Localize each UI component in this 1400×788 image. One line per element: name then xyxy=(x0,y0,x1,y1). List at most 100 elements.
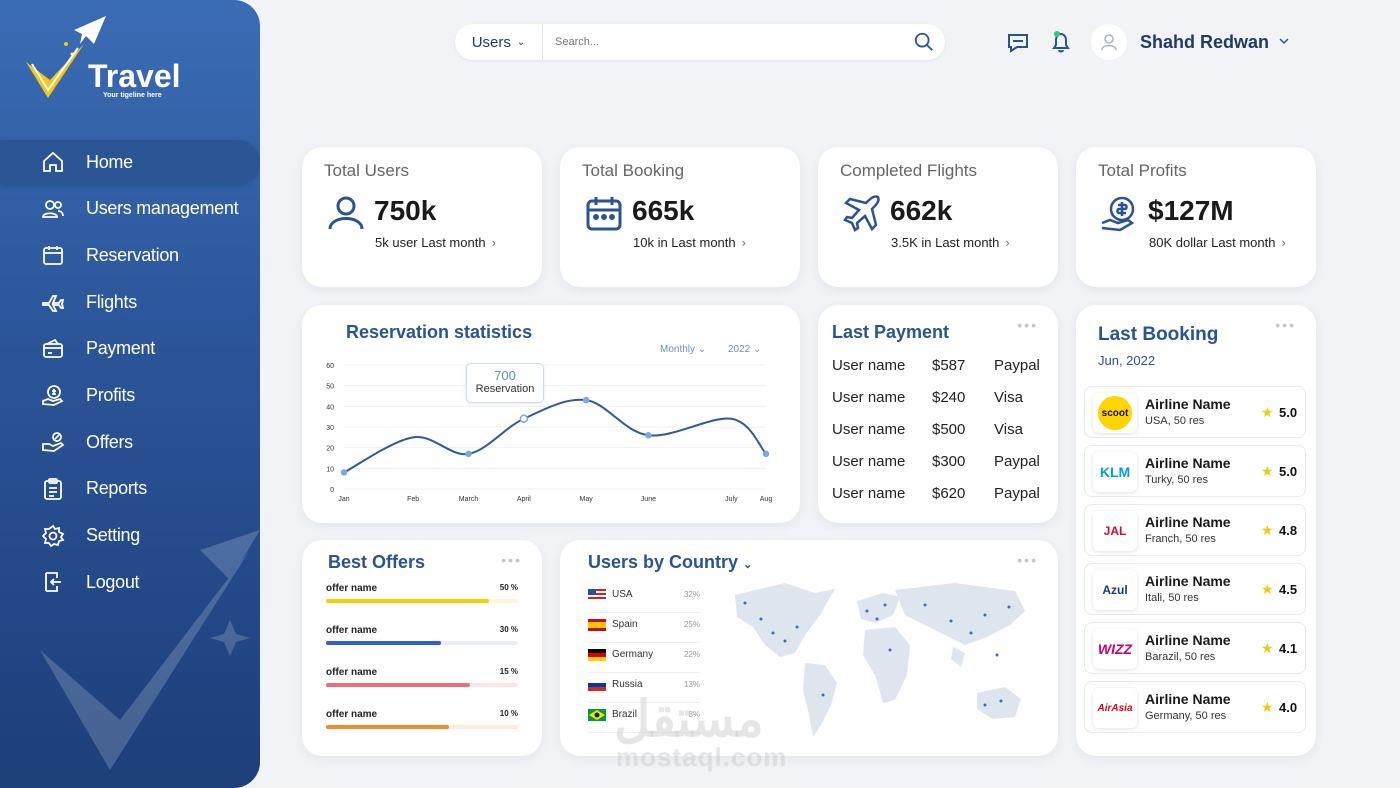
sidebar-item-flights[interactable]: Flights xyxy=(0,280,260,324)
gear-icon xyxy=(40,523,66,549)
sidebar: Travel Your tigeline here Home Users man… xyxy=(0,0,260,788)
sidebar-item-reservation[interactable]: Reservation xyxy=(0,233,260,277)
country-row[interactable]: Germany 22% xyxy=(588,643,700,673)
stat-card-completed-flights[interactable]: Completed Flights 662k 3.5K in Last mont… xyxy=(818,147,1058,287)
brand-tagline: Your tigeline here xyxy=(103,92,162,99)
offer-name: offer name xyxy=(326,667,378,678)
chevron-right-icon: › xyxy=(491,235,496,250)
payment-row[interactable]: User name $587 Paypal xyxy=(832,357,1062,377)
airline-logo-text: JAL xyxy=(1103,524,1127,538)
offer-item[interactable]: offer name 15 % xyxy=(326,667,518,707)
brand-name: Travel xyxy=(88,58,181,94)
airline-logo-text: AirAsia xyxy=(1097,702,1133,714)
stat-value: 665k xyxy=(632,195,695,226)
stat-card-total-profits[interactable]: Total Profits $127M 80K dollar Last mont… xyxy=(1076,147,1316,287)
country-flag-icon xyxy=(588,709,606,721)
last-payment-card: Last Payment ••• User name $587 Paypal Us… xyxy=(818,305,1058,523)
more-options-icon[interactable]: ••• xyxy=(501,552,522,568)
offer-progress-track xyxy=(326,683,518,687)
booking-item[interactable]: KLM Airline Name Turky, 50 res ★ 5.0 xyxy=(1084,445,1306,497)
payment-row[interactable]: User name $500 Visa xyxy=(832,421,1062,441)
x-tick-label: June xyxy=(641,496,656,503)
booking-item[interactable]: scoot Airline Name USA, 50 res ★ 5.0 xyxy=(1084,386,1306,438)
country-row[interactable]: Russia 13% xyxy=(588,673,700,703)
payment-row[interactable]: User name $620 Paypal xyxy=(832,485,1062,505)
logo-check-plane-icon xyxy=(26,16,106,98)
country-flag-icon xyxy=(588,589,606,601)
search-input[interactable] xyxy=(555,32,875,52)
chevron-down-icon[interactable] xyxy=(1277,34,1291,48)
airline-logo: KLM xyxy=(1093,452,1137,492)
reservation-statistics-card: Reservation statistics Monthly ⌄ 2022 ⌄ … xyxy=(302,305,800,523)
sidebar-item-setting[interactable]: Setting xyxy=(0,514,260,558)
logo[interactable]: Travel Your tigeline here xyxy=(22,14,222,104)
more-options-icon[interactable]: ••• xyxy=(1017,552,1038,568)
airline-name: Airline Name xyxy=(1145,573,1231,589)
sidebar-item-logout[interactable]: Logout xyxy=(0,560,260,604)
x-tick-label: Aug xyxy=(760,496,773,503)
sidebar-item-home[interactable]: Home xyxy=(0,140,260,184)
country-name: USA xyxy=(612,589,633,600)
chat-icon[interactable] xyxy=(1005,29,1031,55)
airline-logo: Azul xyxy=(1093,570,1137,610)
offer-item[interactable]: offer name 50 % xyxy=(326,583,518,623)
year-label: 2022 xyxy=(728,344,751,355)
chevron-right-icon: › xyxy=(741,235,746,250)
offer-item[interactable]: offer name 10 % xyxy=(326,709,518,749)
country-row[interactable]: USA 32% xyxy=(588,583,700,613)
series-line xyxy=(343,398,767,474)
offer-name: offer name xyxy=(326,583,378,594)
airline-logo-text: KLM xyxy=(1099,464,1131,480)
booking-item[interactable]: Azul Airline Name Itali, 50 res ★ 4.5 xyxy=(1084,563,1306,615)
country-percent: 32% xyxy=(683,590,700,599)
data-point xyxy=(645,432,652,439)
sidebar-item-offers[interactable]: Offers xyxy=(0,420,260,464)
card-title[interactable]: Users by Country ⌄ xyxy=(588,552,752,573)
booking-item[interactable]: AirAsia Airline Name Germany, 50 res ★ 4… xyxy=(1084,681,1306,733)
country-flag-icon xyxy=(588,649,606,661)
plane-icon xyxy=(40,289,66,315)
country-row[interactable]: Spain 25% xyxy=(588,613,700,643)
chevron-down-icon: ⌄ xyxy=(516,36,526,48)
search-icon[interactable] xyxy=(913,31,935,53)
sidebar-item-profits[interactable]: Profits xyxy=(0,373,260,417)
offer-progress-track xyxy=(326,641,518,645)
booking-item[interactable]: WIZZ Airline Name Barazil, 50 res ★ 4.1 xyxy=(1084,622,1306,674)
stat-subtext[interactable]: 5k user Last month › xyxy=(375,235,496,250)
airline-logo: AirAsia xyxy=(1093,688,1137,728)
payment-row[interactable]: User name $240 Visa xyxy=(832,389,1062,409)
user-name[interactable]: Shahd Redwan xyxy=(1140,32,1270,52)
year-select[interactable]: 2022 ⌄ xyxy=(728,344,761,355)
stat-subtext[interactable]: 10k in Last month › xyxy=(633,235,746,250)
sidebar-item-reports[interactable]: Reports xyxy=(0,467,260,511)
user-avatar-icon xyxy=(1101,34,1117,51)
stat-subtext[interactable]: 80K dollar Last month › xyxy=(1149,235,1286,250)
chevron-down-icon: ⌄ xyxy=(697,344,707,355)
sidebar-item-payment[interactable]: Payment xyxy=(0,327,260,371)
offers-icon xyxy=(40,429,66,455)
booking-item[interactable]: JAL Airline Name Franch, 50 res ★ 4.8 xyxy=(1084,504,1306,556)
period-select[interactable]: Monthly ⌄ xyxy=(660,344,706,355)
y-tick-label: 30 xyxy=(326,425,334,432)
offer-item[interactable]: offer name 30 % xyxy=(326,625,518,665)
home-icon xyxy=(40,149,66,175)
stat-card-total-booking[interactable]: Total Booking 665k 10k in Last month › xyxy=(560,147,800,287)
profits-icon xyxy=(40,382,66,408)
more-options-icon[interactable]: ••• xyxy=(1275,317,1296,333)
more-options-icon[interactable]: ••• xyxy=(1017,317,1038,333)
stat-card-total-users[interactable]: Total Users 750k 5k user Last month › xyxy=(302,147,542,287)
search-scope-select[interactable]: Users ⌄ xyxy=(455,24,543,60)
offer-percent: 50 % xyxy=(499,583,518,592)
payment-amount: $620 xyxy=(932,485,966,502)
stat-subtext[interactable]: 3.5K in Last month › xyxy=(891,235,1010,250)
sidebar-item-users-management[interactable]: Users management xyxy=(0,187,260,231)
airline-logo-text: scoot xyxy=(1098,396,1132,430)
country-percent: 13% xyxy=(683,680,700,689)
avatar[interactable] xyxy=(1091,24,1127,60)
bell-icon[interactable] xyxy=(1048,29,1074,55)
payment-amount: $240 xyxy=(932,389,966,406)
country-row[interactable]: Brazil 8% xyxy=(588,703,700,733)
payment-row[interactable]: User name $300 Paypal xyxy=(832,453,1062,473)
sidebar-item-label: Flights xyxy=(86,291,137,312)
reservation-line-chart: 0 10 20 30 40 50 60 Jan Feb March April May June July… xyxy=(326,363,773,503)
